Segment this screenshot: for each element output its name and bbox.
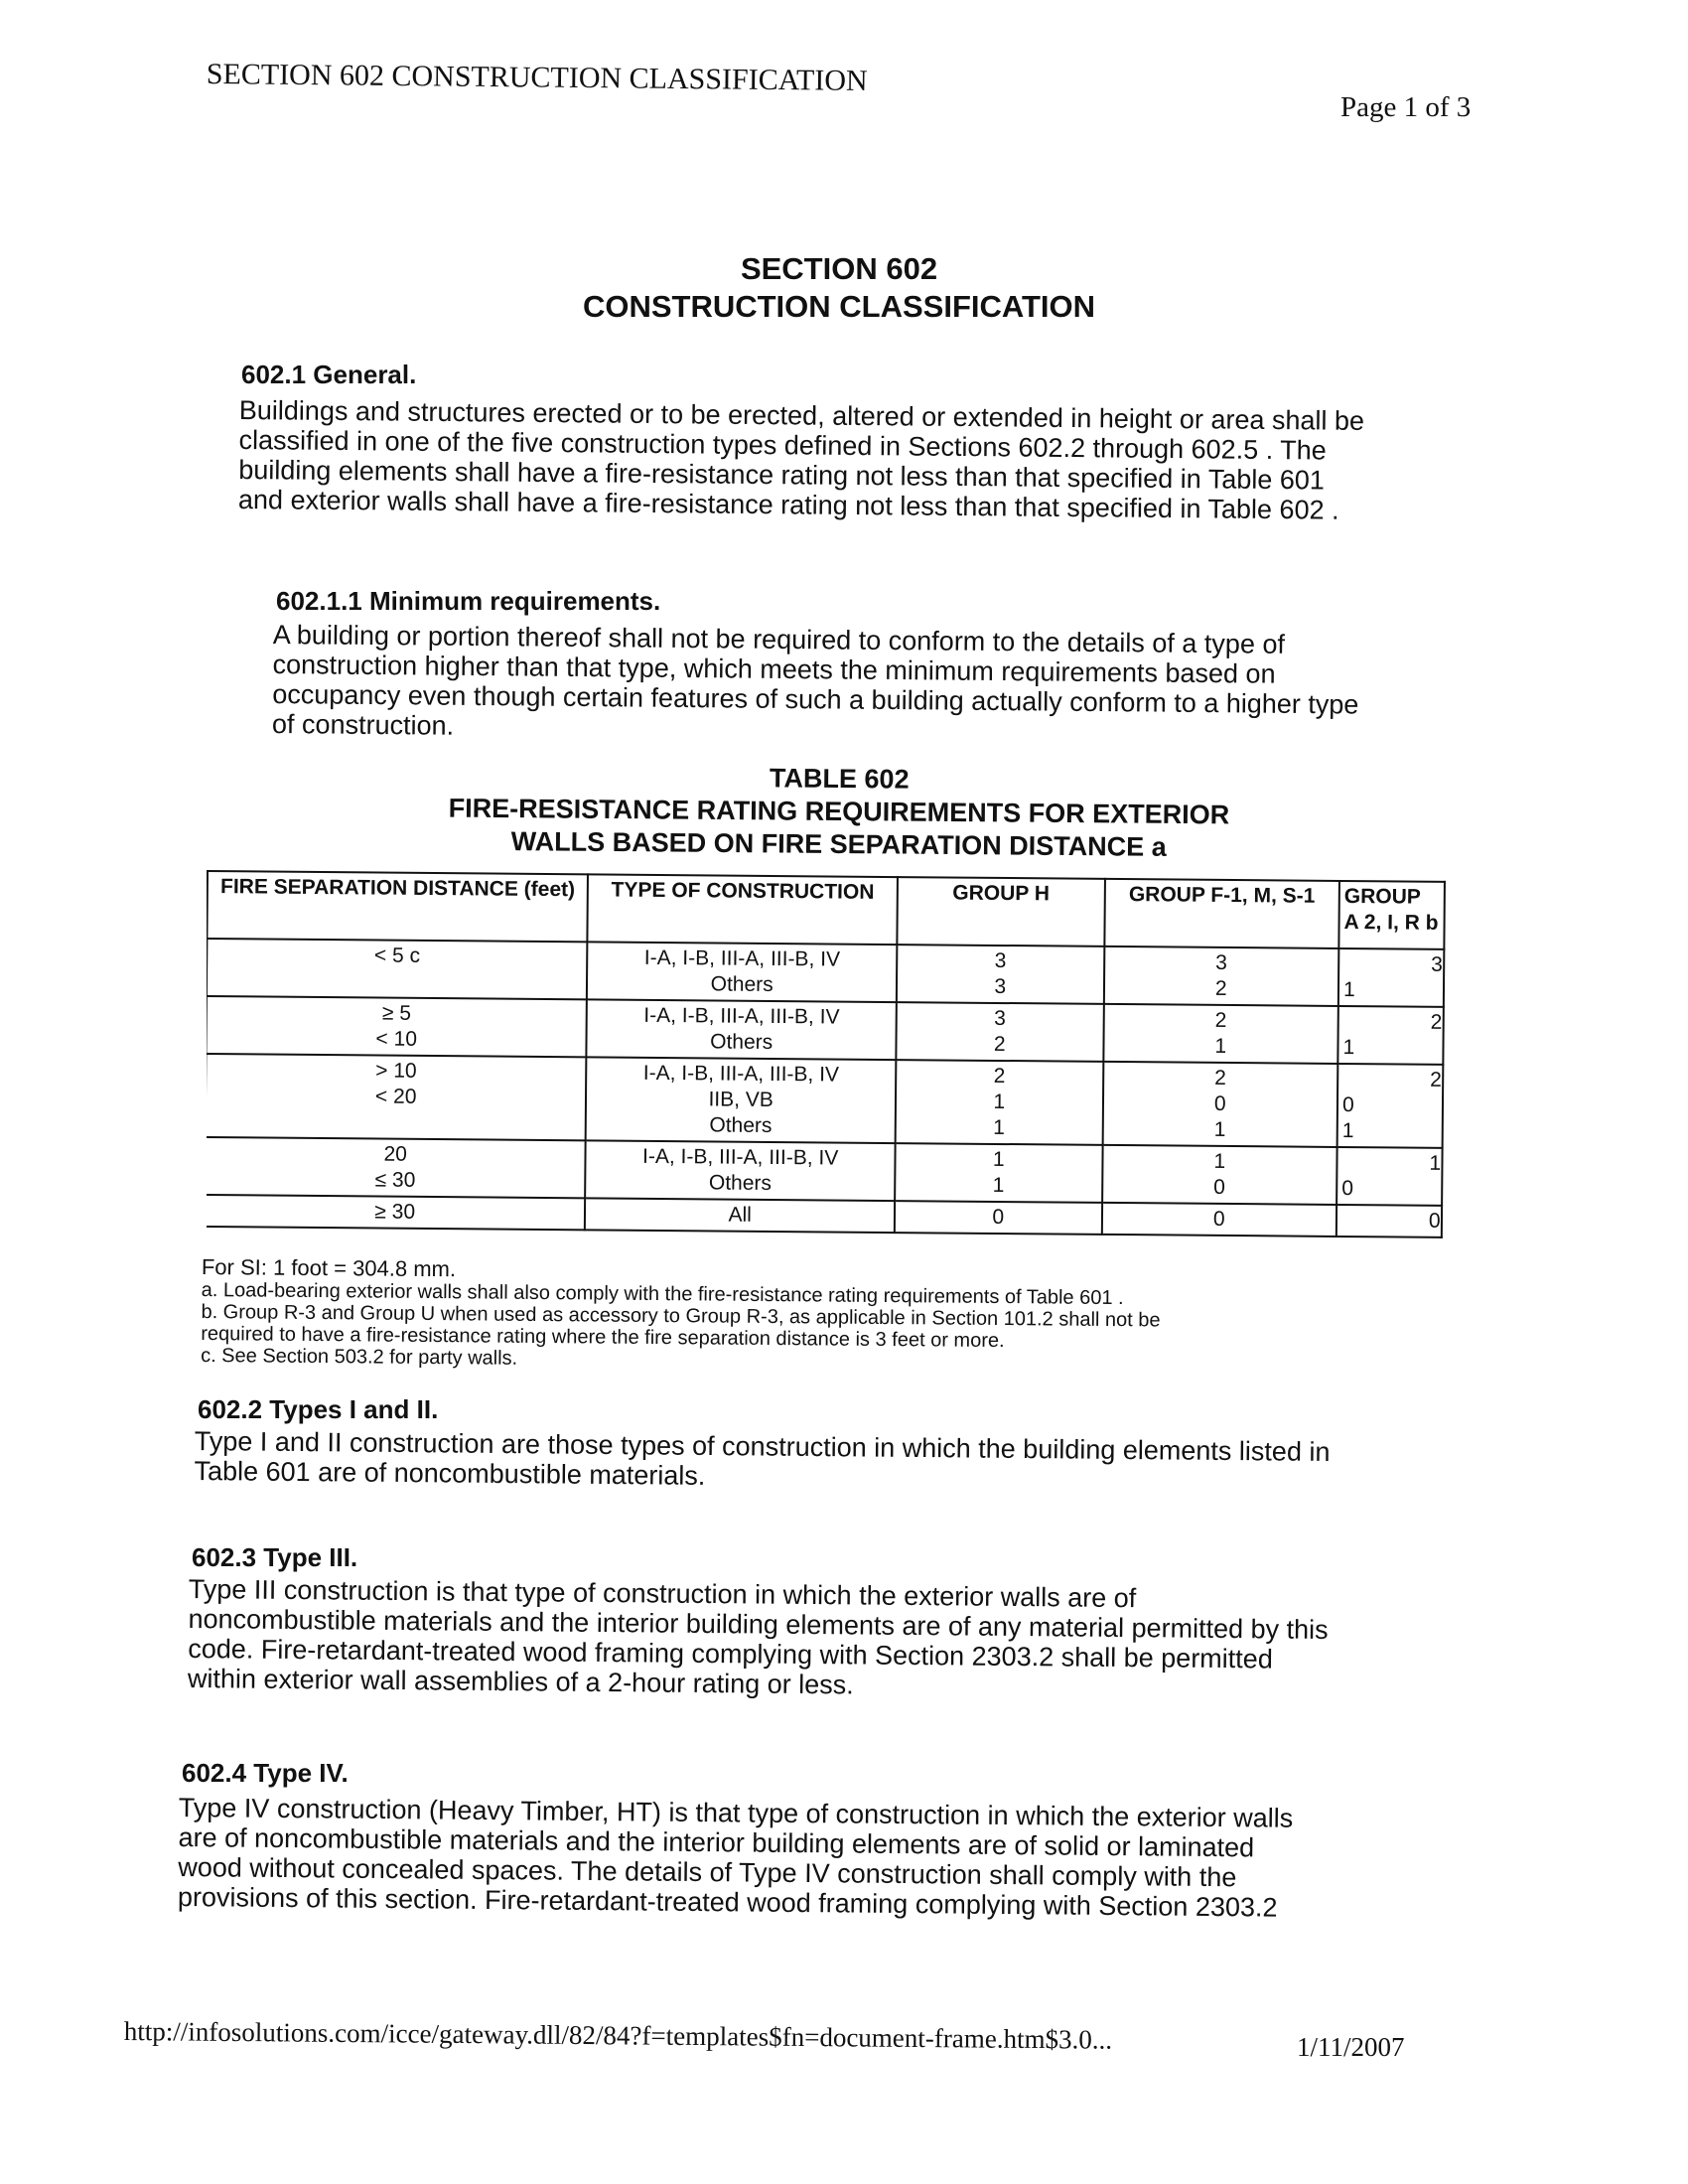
table-title: TABLE 602 FIRE-RESISTANCE RATING REQUIRE…	[0, 756, 1678, 869]
paragraph-602-4: Type IV construction (Heavy Timber, HT) …	[178, 1793, 1294, 1923]
cell-group-f: 3 2	[1103, 946, 1339, 1006]
cell-distance: 20 ≤ 30	[207, 1136, 587, 1199]
cell-group-f: 0	[1101, 1202, 1337, 1237]
heading-602-2: 602.2 Types I and II.	[198, 1394, 439, 1424]
table-602-container: FIRE SEPARATION DISTANCE (feet) TYPE OF …	[207, 866, 1446, 1248]
cell-distance: ≥ 30	[207, 1194, 586, 1231]
cell-construction-type: I-A, I-B, III-A, III-B, IV Others	[587, 942, 898, 1003]
cell-group-h: 3 2	[896, 1002, 1104, 1062]
cell-group-h: 3 3	[896, 945, 1105, 1004]
header-group-h: GROUP H	[897, 877, 1105, 946]
footer-url: http://infosolutions.com/icce/gateway.dl…	[123, 2016, 1113, 2055]
cell-group-f: 1 0	[1101, 1144, 1337, 1205]
paragraph-602-1: Buildings and structures erected or to b…	[238, 395, 1364, 525]
header-type: TYPE OF CONSTRUCTION	[587, 874, 898, 946]
cell-group-h: 1 1	[895, 1143, 1103, 1203]
cell-group-f: 2 1	[1102, 1003, 1338, 1064]
header-group-a: GROUP A 2, I, R b	[1338, 880, 1445, 949]
cell-group-f: 2 0 1	[1102, 1061, 1338, 1147]
cell-distance: < 5 c	[207, 939, 588, 1000]
cell-group-a: 2 1	[1337, 1005, 1444, 1065]
title-line-1: SECTION 602	[740, 251, 938, 286]
table-602: FIRE SEPARATION DISTANCE (feet) TYPE OF …	[207, 870, 1446, 1238]
cell-group-a: 2 0 1	[1336, 1063, 1444, 1148]
heading-602-1: 602.1 General.	[241, 360, 417, 389]
table-row: 20 ≤ 30 I-A, I-B, III-A, III-B, IV Others…	[207, 1136, 1443, 1206]
title-line-2: CONSTRUCTION CLASSIFICATION	[582, 289, 1096, 324]
cell-construction-type: All	[585, 1198, 896, 1234]
cell-construction-type: I-A, I-B, III-A, III-B, IV IIB, VB Other…	[586, 1057, 897, 1144]
cell-construction-type: I-A, I-B, III-A, III-B, IV Others	[585, 1140, 896, 1202]
cell-group-h: 0	[894, 1201, 1102, 1235]
heading-602-1-1: 602.1.1 Minimum requirements.	[276, 586, 661, 616]
table-row: ≥ 5 < 10 I-A, I-B, III-A, III-B, IV Other…	[207, 996, 1444, 1065]
cell-distance: ≥ 5 < 10	[207, 996, 588, 1058]
cell-group-a: 1 0	[1336, 1146, 1443, 1206]
cell-distance: > 10 < 20	[207, 1054, 587, 1141]
footnotes: For SI: 1 foot = 304.8 mm. a. Load-beari…	[201, 1254, 1161, 1375]
cell-group-a: 0	[1336, 1204, 1443, 1238]
table-row: > 10 < 20 I-A, I-B, III-A, III-B, IV IIB,…	[207, 1054, 1444, 1148]
cell-group-a: 3 1	[1337, 947, 1445, 1007]
cell-group-h: 2 1 1	[895, 1060, 1103, 1145]
section-title: SECTION 602 CONSTRUCTION CLASSIFICATION	[0, 250, 1678, 326]
heading-602-4: 602.4 Type IV.	[182, 1758, 349, 1788]
paragraph-602-2: Type I and II construction are those typ…	[194, 1426, 1330, 1497]
paragraph-602-1-1: A building or portion thereof shall not …	[272, 620, 1359, 749]
cell-construction-type: I-A, I-B, III-A, III-B, IV Others	[586, 999, 897, 1061]
page-number: Page 1 of 3	[1340, 91, 1472, 123]
table-row: < 5 c I-A, I-B, III-A, III-B, IV Others 3 …	[207, 939, 1445, 1007]
running-header: SECTION 602 CONSTRUCTION CLASSIFICATION	[206, 58, 868, 97]
header-group-f: GROUP F-1, M, S-1	[1104, 878, 1339, 948]
footer-date: 1/11/2007	[1297, 2032, 1405, 2062]
heading-602-3: 602.3 Type III.	[192, 1542, 358, 1572]
header-distance: FIRE SEPARATION DISTANCE (feet)	[207, 871, 589, 943]
paragraph-602-3: Type III construction is that type of co…	[188, 1574, 1329, 1704]
